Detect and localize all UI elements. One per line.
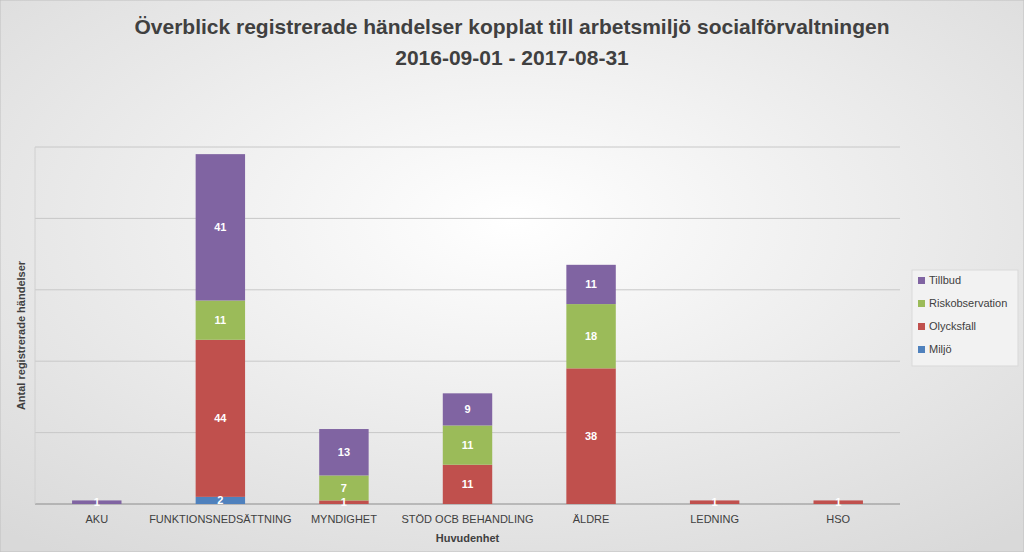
- bars: [72, 154, 863, 504]
- y-axis-range-line: [35, 147, 36, 504]
- data-label: 7: [341, 482, 347, 494]
- chart-svg: Överblick registrerade händelser kopplat…: [0, 0, 1024, 552]
- x-tick-label: AKU: [85, 513, 108, 525]
- data-label: 11: [462, 478, 474, 490]
- legend-label: Riskobservation: [929, 297, 1007, 309]
- data-label: 1: [94, 496, 100, 508]
- title: Överblick registrerade händelser kopplat…: [134, 15, 889, 38]
- x-tick-label: FUNKTIONSNEDSÄTTNING: [149, 513, 291, 525]
- bar-segment: [196, 154, 245, 300]
- data-label: 38: [585, 430, 597, 442]
- data-label: 18: [585, 330, 597, 342]
- legend-label: Miljö: [929, 343, 952, 355]
- legend-swatch: [918, 346, 925, 353]
- grid-line: [35, 361, 900, 362]
- bar-segment: [443, 425, 492, 464]
- grid-line: [35, 218, 900, 219]
- data-label: 1: [712, 496, 718, 508]
- legend-swatch: [918, 300, 925, 307]
- x-tick-label: LEDNING: [690, 513, 739, 525]
- legend-box: [912, 270, 1018, 366]
- x-tick-label: ÄLDRE: [573, 513, 610, 525]
- subtitle: 2016-09-01 - 2017-08-31: [395, 46, 629, 69]
- data-label: 2: [217, 494, 223, 506]
- data-label: 11: [215, 314, 227, 326]
- background: [0, 0, 1024, 552]
- bar-segment: [566, 304, 615, 368]
- data-label: 1: [341, 496, 347, 508]
- bar-segment: [566, 265, 615, 304]
- data-label: 11: [585, 278, 597, 290]
- data-labels: 2441113811117111814113911: [94, 221, 842, 508]
- grid-line: [35, 289, 900, 290]
- data-label: 11: [462, 439, 474, 451]
- x-tick-label: STÖD OCB BEHANDLING: [401, 513, 533, 525]
- bar-segment: [566, 368, 615, 504]
- data-label: 9: [464, 403, 470, 415]
- data-label: 41: [214, 221, 226, 233]
- x-tick-label: HSO: [826, 513, 850, 525]
- legend: Tillbud Riskobservation Olycksfall Miljö: [912, 270, 1018, 366]
- data-label: 44: [214, 412, 227, 424]
- bar-segment: [443, 393, 492, 425]
- legend-label: Olycksfall: [929, 320, 976, 332]
- bar-segment: [443, 465, 492, 504]
- bar-segment: [196, 340, 245, 497]
- data-label: 1: [835, 496, 841, 508]
- bar-segment: [319, 429, 368, 475]
- y-axis-title: Antal registrerade händelser: [15, 260, 27, 410]
- legend-swatch: [918, 323, 925, 330]
- legend-label: Tillbud: [929, 274, 961, 286]
- data-label: 13: [338, 446, 350, 458]
- grid-line: [35, 147, 900, 148]
- bar-segment: [196, 301, 245, 340]
- x-tick-label: MYNDIGHET: [311, 513, 377, 525]
- legend-swatch: [918, 277, 925, 284]
- x-axis-title: Huvudenhet: [436, 532, 500, 544]
